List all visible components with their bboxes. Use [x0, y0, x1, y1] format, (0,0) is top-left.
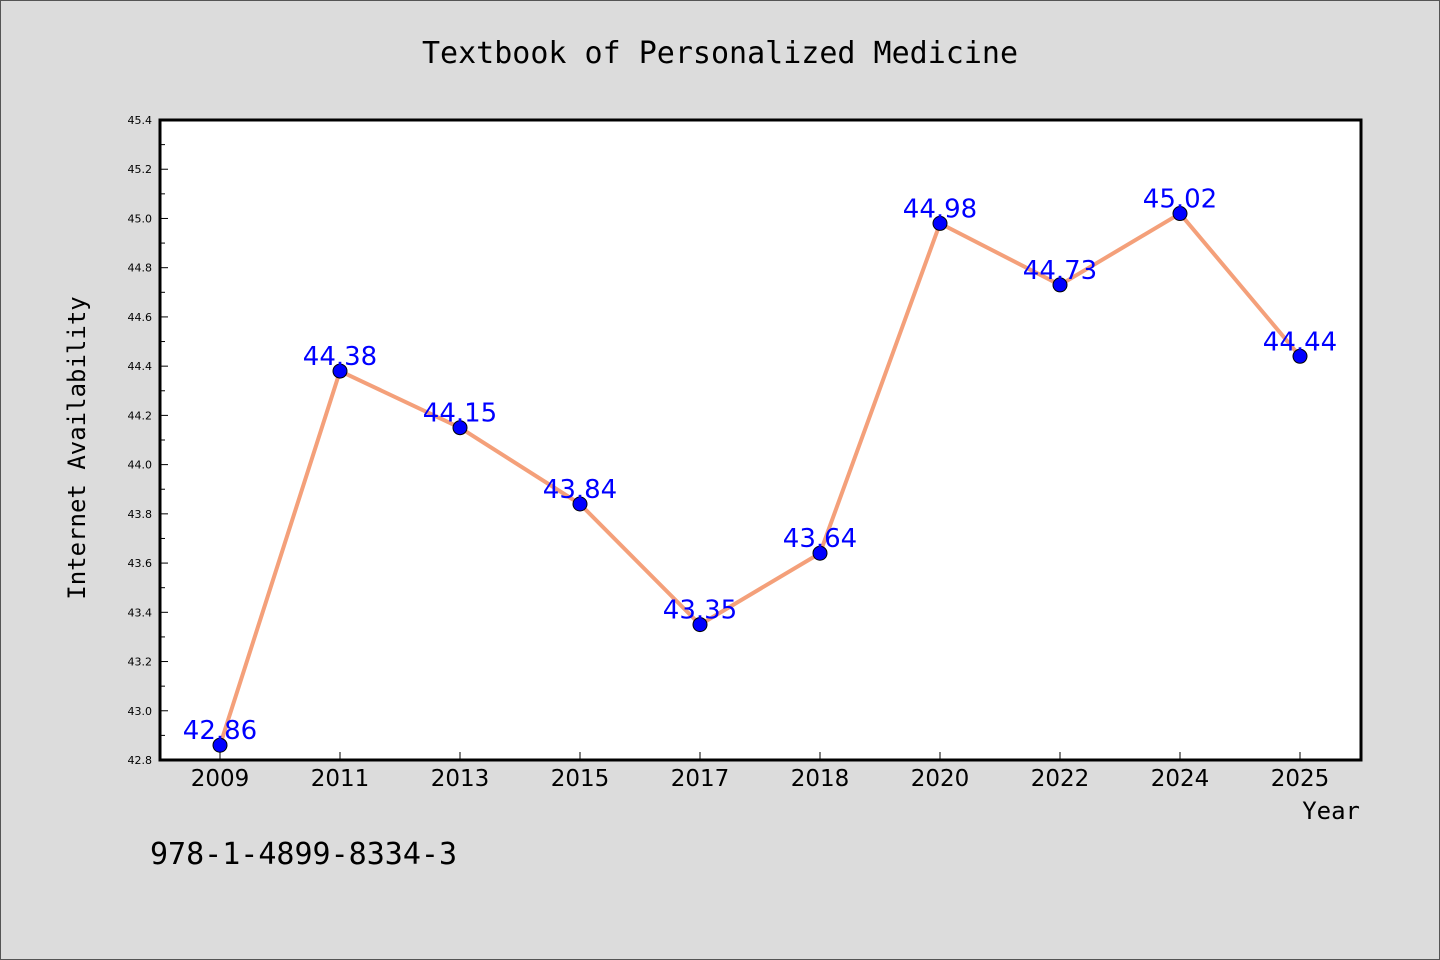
data-markers: [212, 206, 1308, 753]
x-tick-label: 2011: [311, 766, 370, 792]
data-label: 43.84: [543, 475, 617, 505]
chart-title: Textbook of Personalized Medicine: [422, 36, 1018, 71]
y-tick-label: 43.4: [128, 606, 153, 619]
data-point: [1172, 206, 1188, 222]
x-tick-label: 2015: [551, 766, 610, 792]
y-tick-label: 45.2: [128, 163, 153, 176]
data-point: [212, 737, 228, 753]
data-label: 43.64: [783, 524, 857, 554]
y-tick-label: 44.4: [128, 360, 153, 373]
data-point: [332, 363, 348, 379]
data-point: [1052, 277, 1068, 293]
x-axis-ticks: 2009 2011 2013 2015 2017 2018 2020 2022 2024 2025: [191, 752, 1330, 792]
x-axis-label: Year: [1302, 797, 1360, 825]
series-line: [218, 211, 1302, 746]
data-labels: 42.86 44.38 44.15 43.84 43.35 43.64 44.98 44.73…: [183, 185, 1337, 747]
y-axis-ticks: 42.8 43.0 43.2 43.4 43.6 43.8 44.0 44.2 44.4 44.6…: [128, 114, 168, 767]
data-label: 44.15: [423, 399, 497, 429]
x-tick-label: 2017: [671, 766, 730, 792]
data-label: 43.35: [663, 596, 737, 626]
data-label: 44.44: [1263, 327, 1337, 357]
data-point: [812, 545, 828, 561]
y-tick-label: 45.4: [128, 114, 153, 127]
data-point: [692, 617, 708, 633]
y-tick-label: 43.6: [128, 557, 153, 570]
y-tick-label: 43.8: [128, 508, 153, 521]
y-tick-label: 43.2: [128, 656, 153, 669]
data-point: [572, 496, 588, 512]
y-tick-label: 43.0: [128, 705, 153, 718]
x-tick-label: 2022: [1031, 766, 1090, 792]
y-axis-label: Internet Availability: [63, 296, 91, 599]
data-label: 44.38: [303, 342, 377, 372]
data-label: 44.73: [1023, 256, 1097, 286]
y-tick-label: 44.8: [128, 262, 153, 275]
data-point: [932, 215, 948, 231]
y-tick-label: 42.8: [128, 754, 153, 767]
y-tick-label: 45.0: [128, 212, 153, 225]
y-tick-label: 44.0: [128, 459, 153, 472]
data-label: 44.98: [903, 194, 977, 224]
data-point: [452, 420, 468, 436]
y-tick-label: 44.6: [128, 311, 153, 324]
y-tick-label: 44.2: [128, 409, 153, 422]
x-tick-label: 2025: [1271, 766, 1330, 792]
x-tick-label: 2024: [1151, 766, 1210, 792]
isbn-text: 978-1-4899-8334-3: [150, 837, 457, 872]
data-point: [1292, 348, 1308, 364]
x-tick-label: 2020: [911, 766, 970, 792]
data-label: 45.02: [1143, 185, 1217, 215]
x-tick-label: 2018: [791, 766, 850, 792]
x-tick-label: 2013: [431, 766, 490, 792]
x-tick-label: 2009: [191, 766, 250, 792]
data-label: 42.86: [183, 716, 257, 746]
